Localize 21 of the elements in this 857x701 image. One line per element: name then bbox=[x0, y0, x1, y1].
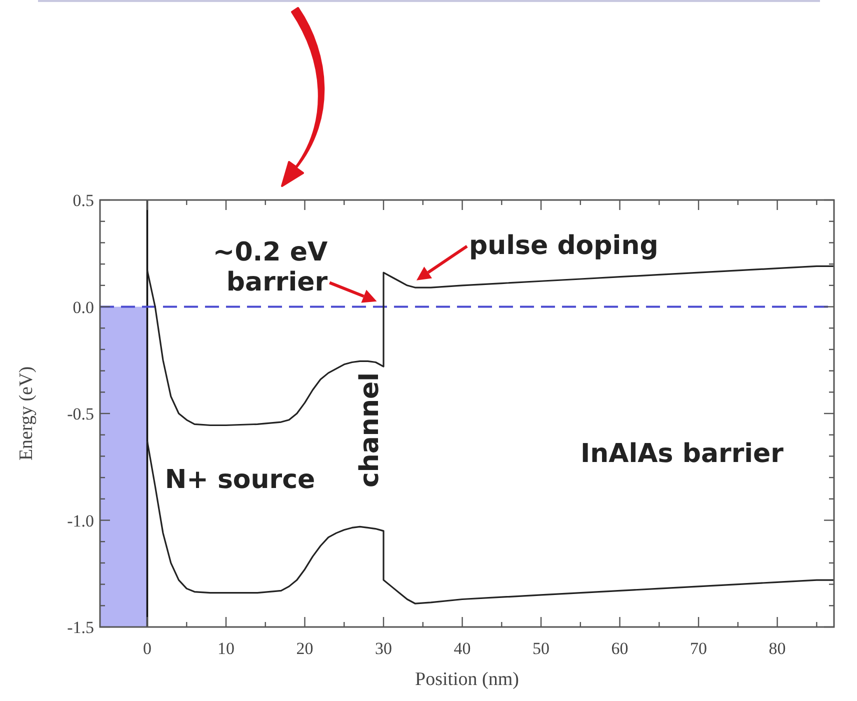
y-tick-label: 0.5 bbox=[72, 191, 94, 210]
y-axis-title: Energy (eV) bbox=[16, 366, 37, 461]
x-tick-label: 50 bbox=[532, 639, 550, 658]
x-tick-label: 70 bbox=[690, 639, 708, 658]
x-tick-label: 60 bbox=[611, 639, 628, 658]
annotation: InAlAs barrier bbox=[580, 439, 784, 469]
y-tick-label: -1.5 bbox=[67, 618, 94, 637]
annotation: ~0.2 eV barrier bbox=[212, 238, 328, 298]
x-tick-label: 40 bbox=[454, 639, 471, 658]
x-axis-title: Position (nm) bbox=[415, 669, 519, 690]
annotation: N+ source bbox=[164, 465, 316, 495]
annotation: pulse doping bbox=[469, 231, 658, 261]
x-tick-label: 80 bbox=[768, 639, 786, 658]
annotation: channel bbox=[355, 372, 385, 488]
x-tick-label: 30 bbox=[375, 639, 392, 658]
y-tick-label: -0.5 bbox=[67, 404, 94, 424]
x-tick-label: 20 bbox=[296, 639, 314, 658]
y-tick-label: -1.0 bbox=[67, 511, 94, 530]
y-tick-label: 0.0 bbox=[72, 298, 94, 317]
x-tick-label: 0 bbox=[143, 639, 152, 658]
x-tick-label: 10 bbox=[218, 639, 235, 658]
